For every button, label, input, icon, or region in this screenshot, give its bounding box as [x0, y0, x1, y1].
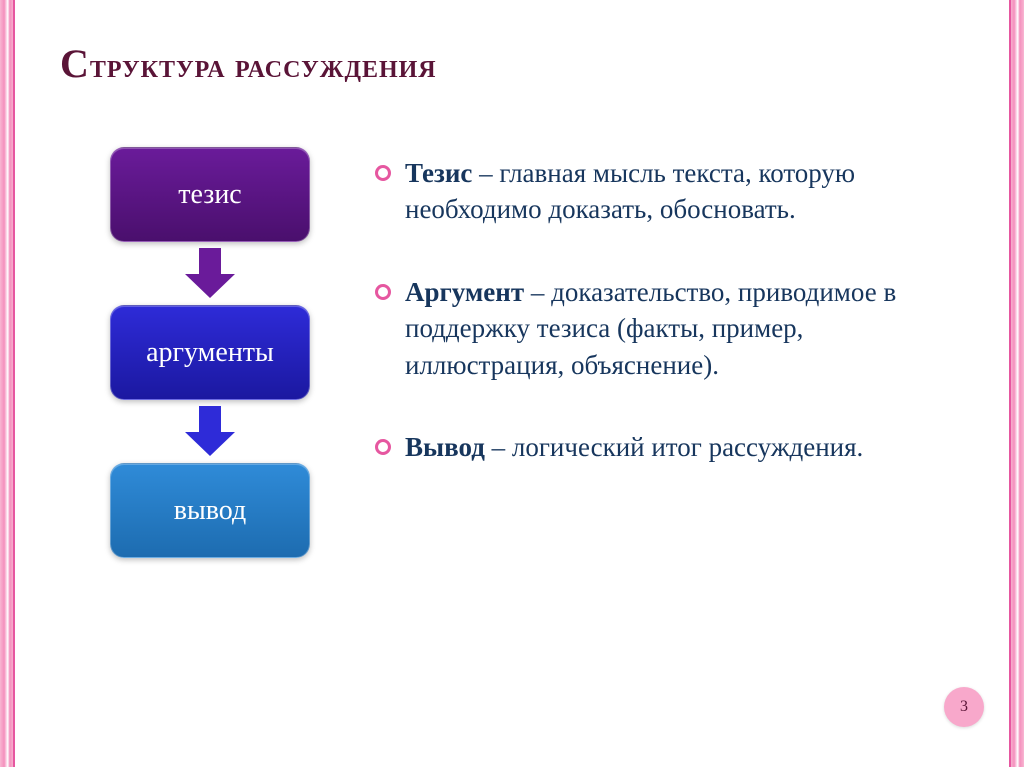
- page-number: 3: [960, 698, 968, 716]
- definition-item: Тезис – главная мысль текста, которую не…: [375, 155, 964, 228]
- flow-box-label: аргументы: [146, 337, 274, 369]
- flow-column: тезис аргументы вывод: [85, 147, 335, 558]
- content-area: Структура рассуждения тезис аргументы: [60, 30, 964, 737]
- left-border: [0, 0, 14, 767]
- definition-text: Аргумент – доказательство, приводимое в …: [405, 274, 964, 383]
- arrow-shaft: [199, 248, 221, 276]
- right-border: [1010, 0, 1024, 767]
- flow-box-arguments: аргументы: [110, 305, 310, 400]
- definition-item: Аргумент – доказательство, приводимое в …: [375, 274, 964, 383]
- title-text: труктура рассуждения: [90, 48, 437, 85]
- definitions-column: Тезис – главная мысль текста, которую не…: [375, 147, 964, 512]
- definition-text: Вывод – логический итог рассуждения.: [405, 429, 863, 465]
- flow-box-label: тезис: [178, 179, 241, 211]
- definition-text: Тезис – главная мысль текста, которую не…: [405, 155, 964, 228]
- page-title: Структура рассуждения: [60, 40, 964, 87]
- arrow-shaft: [199, 406, 221, 434]
- definition-item: Вывод – логический итог рассуждения.: [375, 429, 964, 465]
- main-row: тезис аргументы вывод: [60, 147, 964, 558]
- flow-box-label: вывод: [174, 495, 247, 527]
- bullet-icon: [375, 284, 391, 300]
- flow-box-conclusion: вывод: [110, 463, 310, 558]
- flow-arrow-1: [185, 246, 235, 301]
- arrow-head: [185, 274, 235, 298]
- arrow-head: [185, 432, 235, 456]
- bullet-icon: [375, 439, 391, 455]
- bullet-icon: [375, 165, 391, 181]
- slide: Структура рассуждения тезис аргументы: [0, 0, 1024, 767]
- page-number-badge: 3: [944, 687, 984, 727]
- flow-arrow-2: [185, 404, 235, 459]
- flow-box-thesis: тезис: [110, 147, 310, 242]
